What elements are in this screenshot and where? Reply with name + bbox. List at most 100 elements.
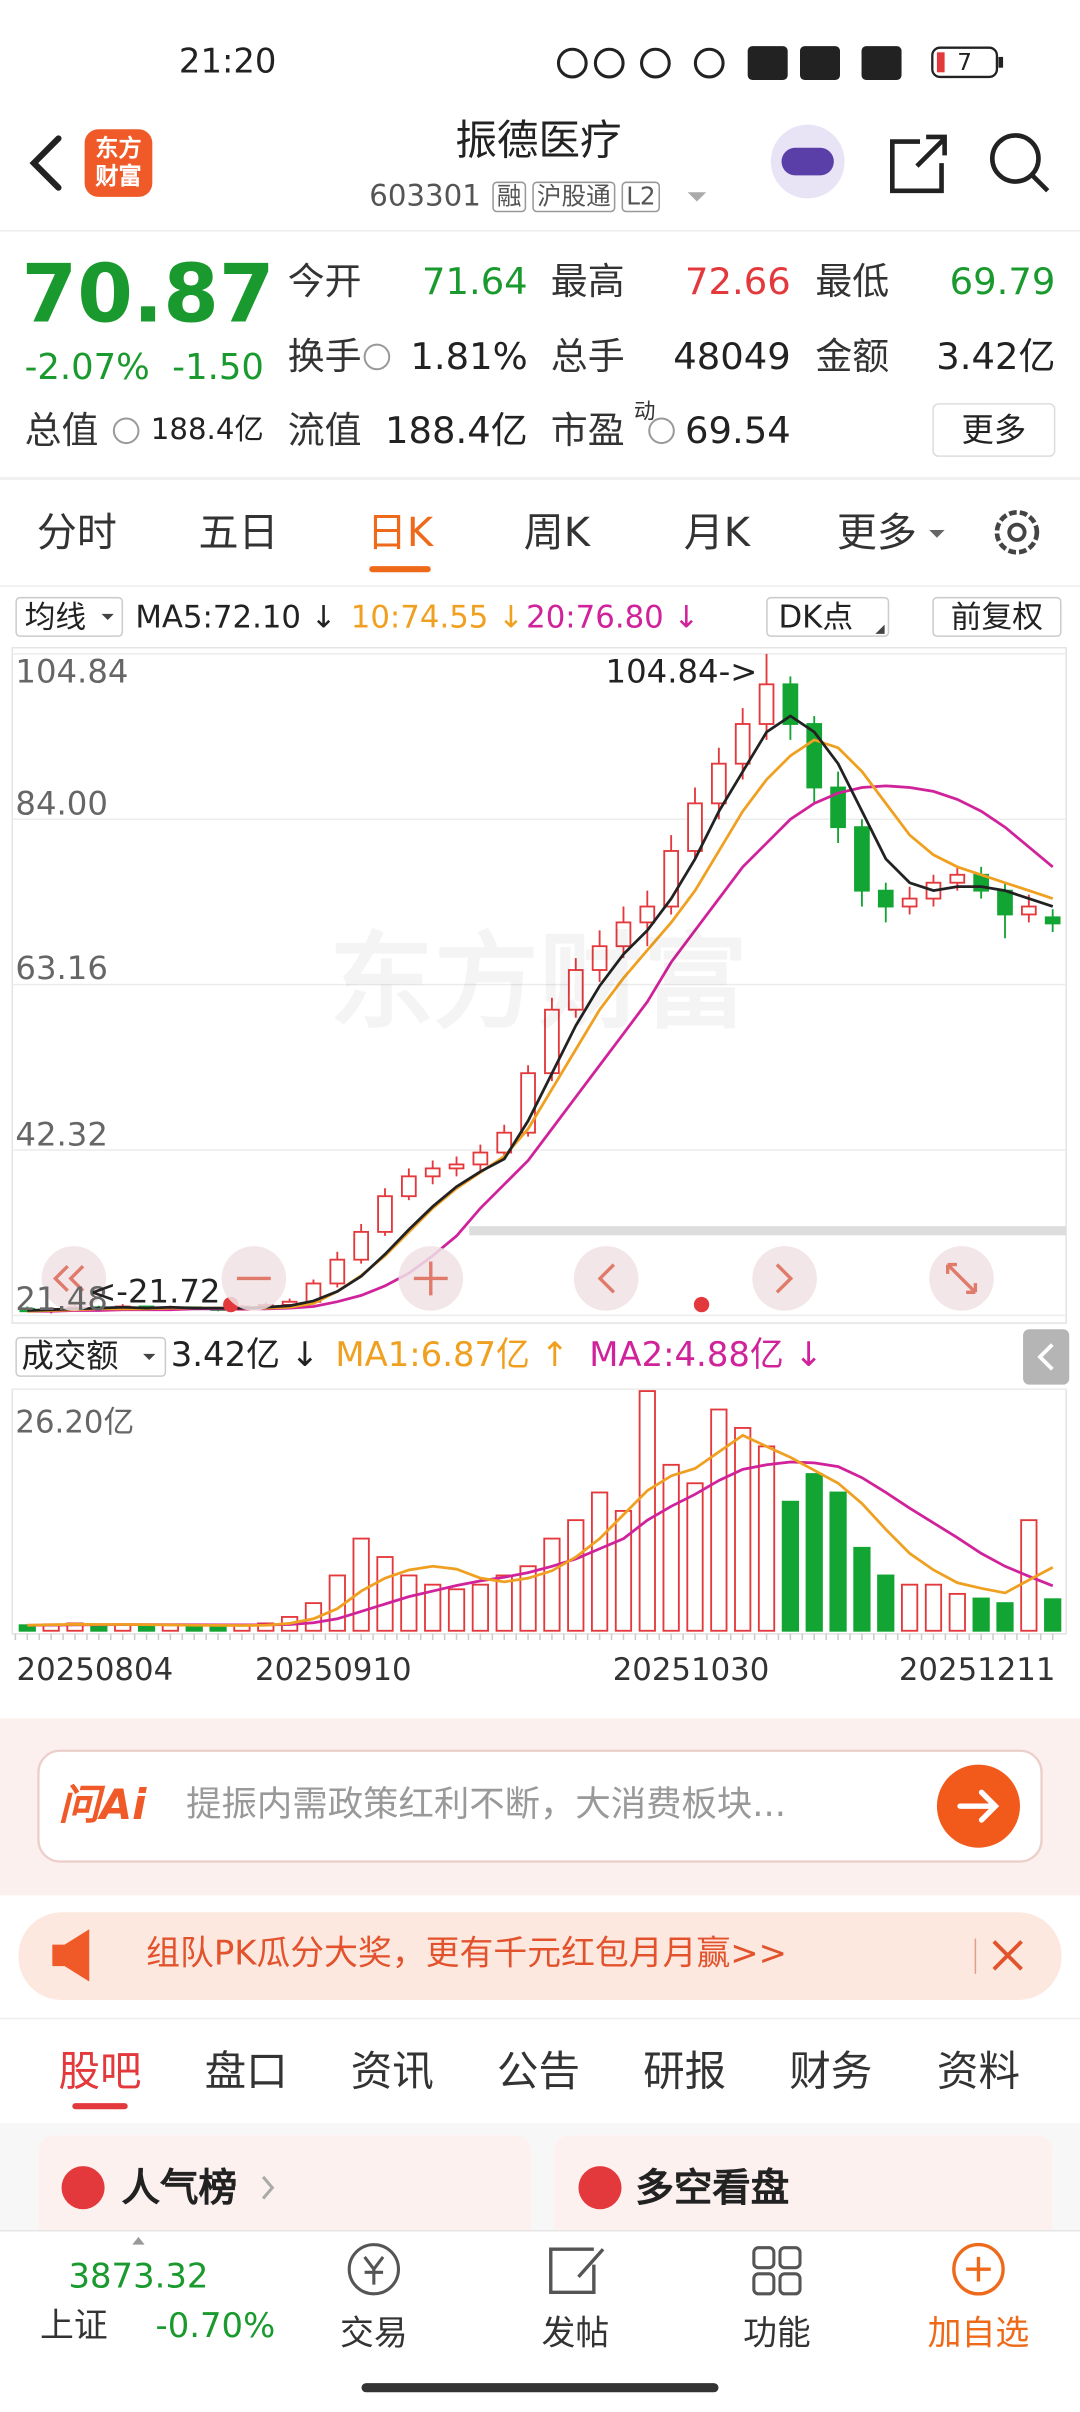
scroll-left-fast-icon — [52, 1264, 85, 1292]
nav-item[interactable]: 加自选 — [927, 2315, 1030, 2354]
field-value: 48049 — [673, 335, 791, 379]
status-icon — [556, 47, 588, 79]
popularity-card[interactable] — [38, 2135, 531, 2244]
volume-bar — [614, 1509, 633, 1632]
ma-selector[interactable] — [15, 596, 124, 637]
ai-logo: 问Ai — [58, 1782, 147, 1831]
stock-tag: 沪股通 — [532, 181, 616, 213]
side-panel-toggle[interactable] — [1023, 1329, 1070, 1385]
nav-item[interactable]: 交易 — [339, 2315, 408, 2354]
volume-ma2: MA2:4.88亿 ↓ — [589, 1336, 823, 1376]
field-label: 市盈 — [550, 409, 625, 453]
ma10-value: 10:74.55 ↓ — [350, 598, 524, 636]
info-tab[interactable]: 股吧 — [58, 2048, 142, 2097]
settings-button[interactable] — [994, 510, 1040, 555]
info-tab[interactable]: 公告 — [496, 2048, 581, 2097]
promo-text[interactable]: 组队PK瓜分大奖，更有千元红包月月赢>> — [146, 1935, 788, 1974]
chart-tab[interactable]: 日K — [366, 510, 434, 557]
adjust-button[interactable] — [932, 596, 1062, 637]
info-tab[interactable]: 盘口 — [204, 2048, 288, 2097]
field-value: 1.81% — [410, 335, 528, 379]
candle-body — [424, 1167, 441, 1178]
dk-button[interactable] — [766, 596, 890, 637]
battery — [931, 46, 999, 79]
volume-bar — [18, 1624, 36, 1632]
chart-tab[interactable]: 月K — [683, 510, 751, 557]
info-icon — [363, 343, 391, 371]
fullscreen-icon — [946, 1262, 978, 1295]
scroll-left-fast-button[interactable] — [41, 1246, 107, 1311]
field-value: 69.79 — [949, 260, 1056, 304]
add-watch-icon — [952, 2242, 1005, 2296]
candle-body — [997, 889, 1013, 916]
volume-bar — [185, 1625, 203, 1632]
more-button[interactable] — [932, 403, 1056, 457]
scroll-left-button[interactable] — [573, 1246, 639, 1311]
ma-selector-text[interactable]: 均线 — [24, 598, 87, 636]
scroll-left-icon — [597, 1263, 616, 1294]
scroll-right-button[interactable] — [752, 1246, 817, 1311]
stock-name: 振德医疗 — [455, 117, 622, 166]
function-icon — [778, 2272, 802, 2296]
back-button[interactable] — [29, 135, 62, 191]
field-value: 72.66 — [685, 260, 791, 304]
volume-bar — [543, 1537, 561, 1632]
card-title[interactable]: 多空看盘 — [635, 2165, 790, 2211]
candle-body — [496, 1131, 513, 1154]
volume-selector-text[interactable]: 成交额 — [21, 1337, 119, 1375]
volume-bar — [996, 1602, 1014, 1632]
card-chevron — [261, 2175, 275, 2200]
volume-bar — [519, 1565, 537, 1632]
popularity-icon — [61, 2166, 105, 2210]
search-button[interactable] — [990, 133, 1041, 184]
dk-button-text[interactable]: DK点 — [778, 598, 854, 636]
nav-item[interactable]: 发帖 — [541, 2315, 610, 2354]
volume-ma1: MA1:6.87亿 ↑ — [335, 1336, 570, 1376]
candle-body — [377, 1195, 393, 1233]
chart-tab[interactable]: 五日 — [198, 510, 279, 557]
home-indicator — [361, 2383, 719, 2393]
post-icon — [549, 2247, 605, 2295]
volume-bar — [877, 1574, 895, 1632]
dropdown-arrow — [143, 1353, 156, 1361]
status-icon — [693, 47, 725, 79]
volume-bar — [829, 1491, 847, 1632]
chart-tab[interactable]: 周K — [523, 510, 591, 557]
volume-bar — [1044, 1598, 1062, 1632]
share-button[interactable] — [890, 134, 947, 194]
chart-tab[interactable]: 分时 — [36, 510, 117, 557]
adjust-button-text[interactable]: 前复权 — [950, 598, 1044, 636]
trade-icon — [347, 2243, 401, 2296]
banner-close[interactable] — [992, 1940, 1023, 1971]
info-icon — [112, 417, 140, 445]
clock: 21:20 — [178, 43, 277, 82]
volume-bar — [853, 1546, 871, 1632]
stock-tag: 融 — [492, 181, 527, 213]
more-button-text[interactable]: 更多 — [961, 411, 1027, 449]
x-tick-label: 20251030 — [612, 1650, 770, 1688]
nav-item[interactable]: 功能 — [743, 2315, 811, 2354]
info-tab[interactable]: 资料 — [936, 2048, 1021, 2097]
volume-bar — [686, 1482, 704, 1632]
promo-banner[interactable] — [18, 1912, 1062, 2001]
candle-body — [472, 1151, 489, 1166]
candle-body — [591, 945, 608, 971]
longshort-card[interactable] — [553, 2135, 1053, 2244]
volume-selector[interactable] — [15, 1336, 167, 1377]
card-title[interactable]: 人气榜 — [121, 2165, 237, 2211]
status-icon — [640, 47, 671, 79]
info-tab[interactable]: 研报 — [643, 2048, 727, 2097]
info-tab[interactable]: 资讯 — [350, 2048, 434, 2097]
info-tab[interactable]: 财务 — [789, 2048, 873, 2097]
active-tab-indicator — [72, 2103, 128, 2110]
volume-bar — [924, 1583, 943, 1632]
candle-body — [734, 723, 751, 765]
volume-bar — [567, 1519, 585, 1632]
volume-bar — [734, 1427, 752, 1632]
ai-input[interactable] — [37, 1749, 1043, 1863]
chart-tab[interactable]: 更多 — [836, 510, 917, 557]
function-icon — [752, 2272, 776, 2296]
volume-bar — [352, 1537, 370, 1632]
